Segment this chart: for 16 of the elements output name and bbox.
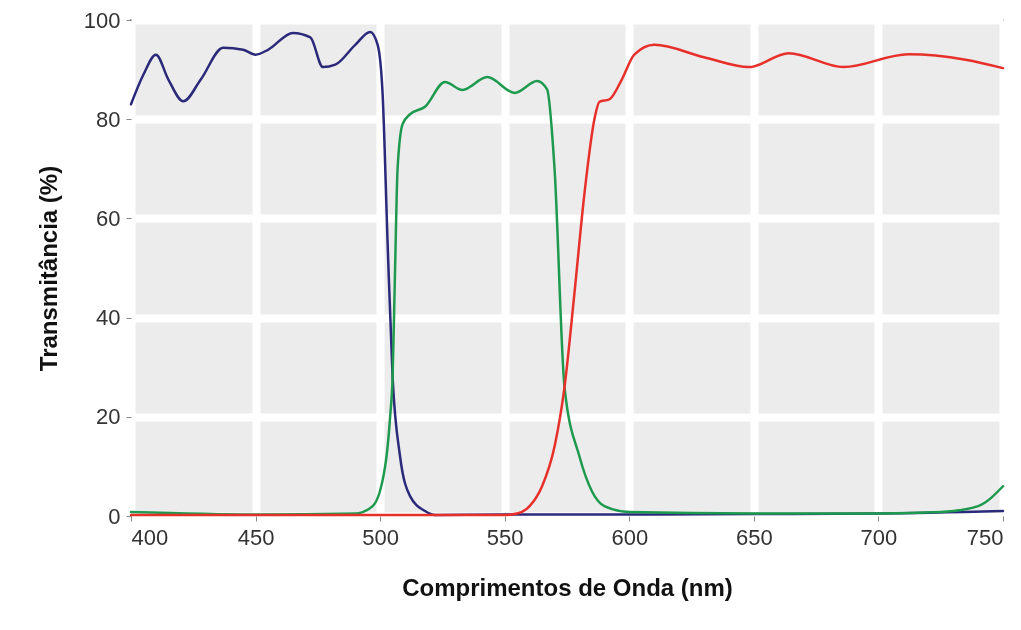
x-tick-label: 750 (966, 524, 1004, 550)
x-tick-label: 700 (860, 524, 898, 550)
x-tick-label: 550 (486, 524, 524, 550)
y-tick-label: 80 (96, 106, 121, 132)
y-tick-label: 0 (108, 503, 121, 529)
x-tick-label: 400 (131, 524, 169, 550)
x-tick-label: 650 (736, 524, 773, 550)
y-axis-title: Transmitância (%) (34, 165, 62, 372)
x-tick-label: 600 (611, 524, 649, 550)
y-tick-label: 40 (96, 305, 121, 331)
x-axis-title: Comprimentos de Onda (nm) (402, 573, 733, 601)
y-tick-label: 20 (96, 404, 121, 430)
y-tick-label: 60 (96, 205, 121, 231)
y-tick-label: 100 (83, 7, 121, 33)
x-tick-label: 450 (237, 524, 275, 550)
x-tick-label: 500 (362, 524, 399, 550)
